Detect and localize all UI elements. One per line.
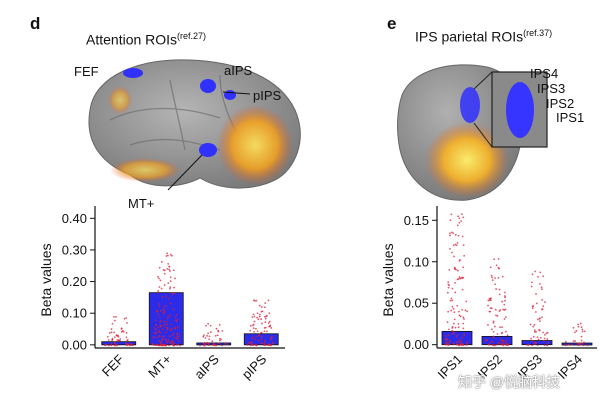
scatter-points-pips xyxy=(246,299,275,347)
scatter-points-aips xyxy=(199,322,228,347)
bar-fef xyxy=(101,341,137,346)
scatter-points-ips3 xyxy=(525,270,549,347)
x-tick-label: pIPS xyxy=(239,351,270,382)
y-tick-label: 0.00 xyxy=(62,337,87,352)
beta-chart-attention: 0.00 0.10 0.20 0.30 0.40 Beta values FEF MT+ aIP… xyxy=(38,206,285,382)
roi-label-ips3: IPS3 xyxy=(537,81,566,96)
roi-label-ips4: IPS4 xyxy=(530,66,559,81)
brain-activation-posterior xyxy=(217,105,293,185)
panel-e-letter: e xyxy=(387,14,397,33)
watermark-text: 知乎 @悦脑科技 xyxy=(458,374,561,390)
scatter-points-ips1 xyxy=(444,213,469,347)
panel-e-title-ref: (ref.37) xyxy=(523,28,553,38)
y-tick-label: 0.05 xyxy=(404,296,429,311)
y-tick-label: 0.10 xyxy=(62,306,87,321)
panel-e-title-text: IPS parietal ROIs xyxy=(415,28,524,45)
roi-label-mt: MT+ xyxy=(128,196,155,211)
brain-parietal-illustration xyxy=(397,64,548,201)
roi-label-ips2: IPS2 xyxy=(546,96,575,111)
y-tick-label: 0.15 xyxy=(404,213,429,228)
roi-label-fef: FEF xyxy=(74,64,99,79)
panel-e-title: IPS parietal ROIs(ref.37) xyxy=(415,28,552,45)
x-tick-label: MT+ xyxy=(145,352,174,381)
panel-d-title-ref: (ref.27) xyxy=(177,31,207,41)
y-tick-label: 0.00 xyxy=(404,337,429,352)
brain-lateral-illustration xyxy=(88,59,301,191)
y-tick-label: 0.40 xyxy=(62,211,87,226)
x-tick-label: FEF xyxy=(99,351,127,379)
x-tick-label: aIPS xyxy=(191,351,222,382)
y-tick-label: 0.20 xyxy=(62,274,87,289)
scatter-points-ips4 xyxy=(564,322,589,347)
roi-aips-blob xyxy=(200,79,216,93)
y-axis-label: Beta values xyxy=(38,243,54,316)
roi-mt-blob xyxy=(199,143,217,157)
roi-ips-blob-inset xyxy=(506,82,534,138)
roi-label-aips: aIPS xyxy=(224,63,253,78)
y-tick-label: 0.10 xyxy=(404,254,429,269)
panel-d-title: Attention ROIs(ref.27) xyxy=(86,31,206,48)
y-axis-label: Beta values xyxy=(380,243,396,316)
scatter-points-mt-plus xyxy=(151,252,181,347)
panel-d-letter: d xyxy=(30,14,41,33)
scatter-points-ips2 xyxy=(484,257,510,347)
y-tick-label: 0.30 xyxy=(62,242,87,257)
roi-label-pips: pIPS xyxy=(253,88,282,103)
roi-label-ips1: IPS1 xyxy=(556,110,585,125)
roi-pips-blob xyxy=(224,90,236,100)
roi-fef-blob xyxy=(123,68,143,78)
panel-d-title-text: Attention ROIs xyxy=(86,31,178,48)
scatter-points-fef xyxy=(104,315,134,347)
